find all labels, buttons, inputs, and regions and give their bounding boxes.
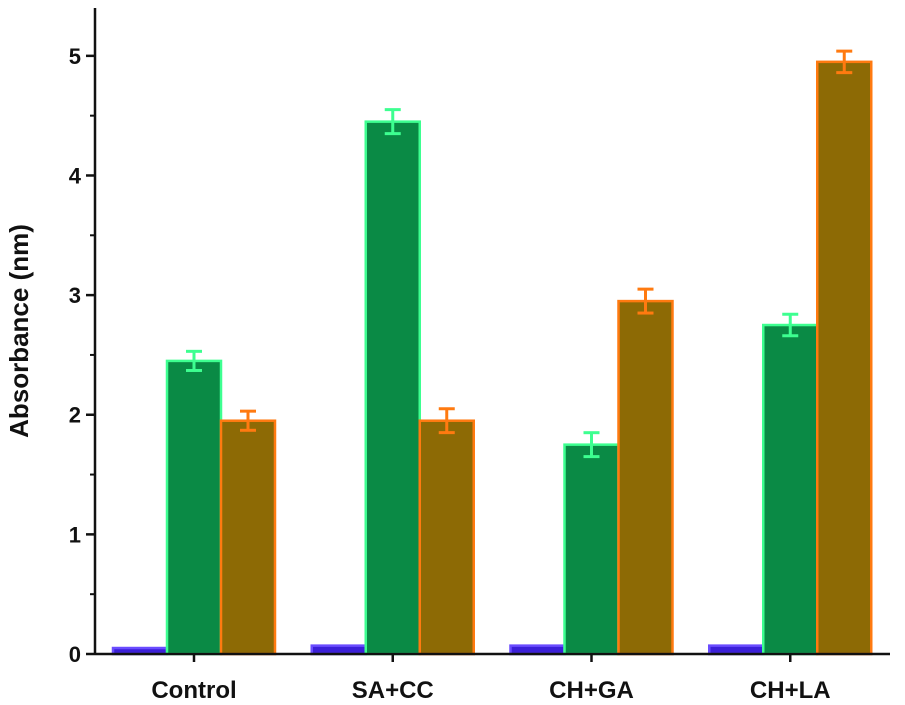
bar-ch-la-s3 [816,60,873,656]
y-tick-label: 4 [69,163,82,188]
bar-sa-cc-s2 [364,120,421,656]
y-axis-title: Absorbance (nm) [4,224,34,438]
y-tick-label: 2 [69,403,81,428]
x-category-label: Control [151,677,236,704]
bars-layer [111,49,873,656]
x-category-label: SA+CC [352,677,434,704]
bar-ch-ga-s3 [617,299,674,656]
bar-sa-cc-s3 [418,419,475,656]
y-tick-label: 1 [69,522,81,547]
bar-sa-cc-s1 [310,644,367,656]
x-category-labels: Control SA+CC CH+GA CH+LA [151,654,831,704]
bar-ch-la-s2 [762,323,819,656]
bar-ch-ga-s1 [509,644,566,656]
x-category-label: CH+LA [750,677,831,704]
y-tick-label: 3 [69,283,81,308]
x-category-label: CH+GA [549,677,634,704]
bar-control-s3 [219,419,277,656]
bar-ch-la-s1 [708,644,765,656]
bar-ch-ga-s2 [563,443,620,656]
y-tick-label: 0 [69,642,81,667]
y-ticks: 0 1 2 3 4 5 [69,44,95,667]
bar-control-s2 [165,359,223,656]
y-tick-label: 5 [69,44,81,69]
